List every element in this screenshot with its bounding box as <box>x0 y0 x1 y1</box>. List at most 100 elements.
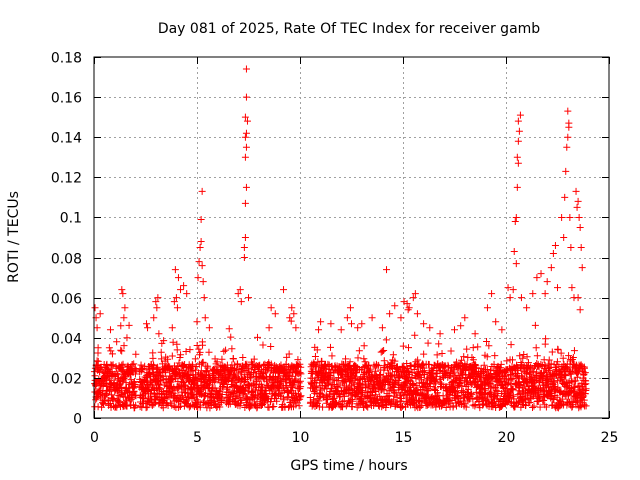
data-point <box>542 403 550 411</box>
data-point <box>457 322 465 330</box>
data-point <box>202 400 210 408</box>
data-point <box>242 183 250 191</box>
data-point <box>327 320 335 328</box>
data-point <box>267 342 275 350</box>
data-point <box>573 203 581 211</box>
data-point <box>242 129 250 137</box>
data-point <box>125 321 133 329</box>
data-point <box>573 397 581 405</box>
data-point <box>186 346 194 354</box>
data-point <box>215 371 223 379</box>
data-point <box>372 367 380 375</box>
data-point <box>322 365 330 373</box>
data-point <box>566 213 574 221</box>
data-point <box>349 397 357 405</box>
data-point <box>425 360 433 368</box>
data-point <box>555 387 563 395</box>
data-point <box>130 360 138 368</box>
data-point <box>391 302 399 310</box>
x-tick-label: 0 <box>90 430 99 446</box>
data-point <box>218 355 226 363</box>
data-point <box>106 326 114 334</box>
data-point <box>317 386 325 394</box>
data-point <box>138 366 146 374</box>
data-point <box>509 286 517 294</box>
data-point <box>471 361 479 369</box>
data-point <box>163 394 171 402</box>
data-point <box>164 355 172 363</box>
data-point <box>325 378 333 386</box>
data-point <box>445 398 453 406</box>
data-point <box>389 362 397 370</box>
data-point <box>553 358 561 366</box>
data-point <box>483 337 491 345</box>
data-point <box>318 357 326 365</box>
data-point <box>366 398 374 406</box>
data-point <box>192 392 200 400</box>
data-point <box>241 153 249 161</box>
data-point <box>523 353 531 361</box>
data-point <box>420 350 428 358</box>
data-point <box>183 290 191 298</box>
data-point <box>419 361 427 369</box>
data-point <box>469 356 477 364</box>
data-point <box>568 284 576 292</box>
data-point <box>460 353 468 361</box>
data-point <box>342 355 350 363</box>
data-point <box>483 365 491 373</box>
data-point <box>574 197 582 205</box>
data-point <box>572 399 580 407</box>
data-point <box>313 382 321 390</box>
data-point <box>199 341 207 349</box>
data-point <box>542 335 550 343</box>
data-point <box>182 348 190 356</box>
data-point <box>225 325 233 333</box>
data-point <box>399 342 407 350</box>
data-point <box>155 400 163 408</box>
data-point <box>426 324 434 332</box>
data-point <box>239 353 247 361</box>
data-point <box>507 341 515 349</box>
data-point <box>547 264 555 272</box>
data-point <box>242 143 250 151</box>
data-point <box>174 274 182 282</box>
data-point <box>94 403 102 411</box>
data-point <box>101 396 109 404</box>
data-point <box>286 314 294 322</box>
y-axis-label: ROTI / TECUs <box>6 191 22 283</box>
data-point <box>265 403 273 411</box>
data-point <box>168 324 176 332</box>
data-point <box>553 393 561 401</box>
data-point <box>461 314 469 322</box>
data-point <box>296 360 304 368</box>
data-point <box>492 401 500 409</box>
data-point <box>123 334 131 342</box>
data-point <box>153 304 161 312</box>
data-point <box>389 351 397 359</box>
data-point <box>131 370 139 378</box>
data-point <box>197 215 205 223</box>
data-point <box>485 342 493 350</box>
data-point <box>562 372 570 380</box>
data-point <box>237 298 245 306</box>
data-point <box>259 341 267 349</box>
data-point <box>511 217 519 225</box>
data-point <box>288 304 296 312</box>
data-point <box>451 326 458 334</box>
data-point <box>311 353 319 361</box>
y-tick-label: 0.06 <box>51 292 82 308</box>
data-point <box>200 294 208 302</box>
data-point <box>177 286 185 294</box>
data-point <box>193 376 201 384</box>
data-point <box>576 306 584 314</box>
data-point <box>510 248 518 256</box>
data-point <box>234 290 242 298</box>
data-point <box>572 377 580 385</box>
data-point <box>558 213 566 221</box>
y-tick-label: 0.12 <box>51 171 82 187</box>
data-point <box>532 344 540 352</box>
data-point <box>114 371 122 379</box>
data-point <box>402 397 410 405</box>
data-point <box>382 336 390 344</box>
data-point <box>142 404 150 412</box>
